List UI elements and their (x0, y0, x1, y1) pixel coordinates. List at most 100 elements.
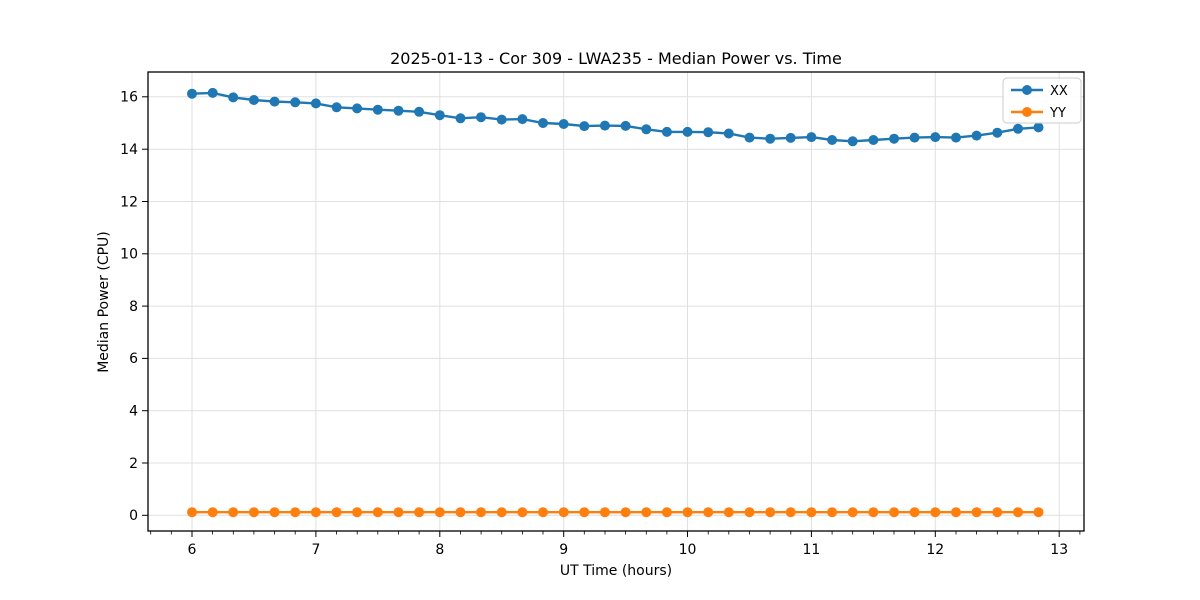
x-tick-label: 12 (926, 542, 944, 558)
series-yy-marker (909, 507, 920, 518)
series-xx-marker (889, 133, 900, 144)
series-xx-marker (620, 120, 631, 131)
series-yy-marker (517, 507, 528, 518)
x-tick-label: 13 (1050, 542, 1068, 558)
series-xx-marker (723, 128, 734, 139)
series-xx-marker (455, 113, 466, 124)
series-xx-marker (744, 132, 755, 143)
y-tick-label: 2 (129, 456, 138, 472)
series-yy-marker (476, 507, 486, 518)
series-xx-marker (310, 98, 321, 109)
series-xx-marker (703, 127, 714, 138)
series-xx-marker (269, 96, 280, 107)
series-yy-marker (847, 507, 858, 518)
x-tick-label: 11 (802, 542, 820, 558)
series-yy-marker (703, 507, 714, 518)
series-xx-marker (496, 114, 507, 125)
series-xx-marker (517, 114, 528, 125)
series-yy-marker (682, 507, 693, 518)
y-tick-label: 12 (120, 194, 138, 210)
chart-generated: 6 7 8 9 10 11 12 13 0 2 4 6 8 10 12 14 16 XX YY (120, 71, 1085, 558)
series-xx-marker (248, 95, 259, 105)
series-yy-marker (661, 507, 672, 518)
series-xx-marker (765, 133, 776, 144)
legend-box (1002, 77, 1082, 124)
series-xx-marker (331, 102, 342, 113)
series-yy-marker (310, 507, 321, 518)
y-axis-label: Median Power (CPU) (96, 231, 112, 373)
x-axis-label: UT Time (hours) (560, 563, 672, 579)
series-xx-marker (207, 87, 218, 98)
x-tick-label: 6 (188, 542, 197, 558)
legend-label-yy: YY (1049, 106, 1066, 121)
series-xx-marker (682, 126, 693, 137)
series-xx-marker (868, 135, 879, 145)
series-yy-marker (579, 507, 590, 518)
x-tick-label: 10 (679, 542, 697, 558)
legend-sample-marker-yy (1022, 107, 1032, 117)
series-yy-marker (538, 507, 548, 518)
series-yy-marker (558, 507, 569, 518)
series-xx-marker (228, 92, 239, 103)
series-xx-marker (352, 103, 363, 114)
series-xx-marker (393, 105, 404, 116)
series-xx-marker (909, 132, 920, 143)
series-xx-marker (414, 106, 425, 117)
series-yy-marker (868, 507, 879, 518)
y-tick-label: 10 (120, 247, 138, 263)
series-yy-marker (414, 507, 425, 518)
series-yy-marker (496, 507, 507, 518)
y-tick-label: 16 (120, 90, 138, 106)
series-yy-marker (1033, 507, 1044, 518)
series-xx-marker (1033, 122, 1044, 133)
series-yy-marker (228, 507, 239, 518)
series-yy-marker (248, 507, 259, 518)
series-yy-marker (930, 507, 941, 518)
series-yy-marker (290, 507, 301, 518)
series-xx-marker (661, 126, 672, 137)
legend-sample-marker-xx (1022, 85, 1032, 95)
y-tick-label: 6 (129, 351, 138, 367)
series-yy-marker (434, 507, 445, 518)
x-tick-label: 8 (435, 542, 444, 558)
series-yy-marker (744, 507, 755, 518)
series-xx-marker (992, 127, 1003, 138)
series-xx-marker (827, 135, 838, 145)
y-tick-label: 4 (129, 404, 138, 420)
series-yy-marker (992, 507, 1003, 518)
series-yy-marker (331, 507, 342, 518)
legend-label-xx: XX (1050, 84, 1068, 99)
plot-border (147, 71, 1085, 532)
series-yy-marker (641, 507, 652, 518)
series-xx-marker (951, 132, 961, 143)
series-xx-marker (558, 119, 569, 129)
series-yy-marker (785, 507, 796, 518)
series-xx-marker (1013, 123, 1023, 134)
series-xx-marker (476, 112, 486, 123)
series-yy-marker (207, 507, 218, 518)
series-yy-marker (971, 507, 982, 518)
series-yy-marker (455, 507, 466, 518)
series-yy-marker (372, 507, 383, 518)
series-yy-marker (827, 507, 838, 518)
y-tick-label: 14 (120, 142, 138, 158)
series-yy-marker (765, 507, 776, 518)
series-yy-marker (723, 507, 734, 518)
series-yy-marker (951, 507, 961, 518)
series-xx-marker (806, 132, 817, 143)
y-tick-label: 0 (129, 508, 138, 524)
chart-title: 2025-01-13 - Cor 309 - LWA235 - Median P… (390, 49, 842, 68)
series-xx-marker (641, 124, 652, 135)
series-xx-marker (538, 118, 548, 128)
series-xx-marker (579, 121, 590, 132)
x-tick-label: 9 (559, 542, 568, 558)
series-xx-marker (847, 136, 858, 147)
series-yy-marker (1013, 507, 1023, 518)
series-yy-marker (269, 507, 280, 518)
series-xx-marker (599, 120, 610, 131)
series-yy-marker (599, 507, 610, 518)
series-xx-marker (187, 88, 197, 99)
series-yy-marker (393, 507, 404, 518)
